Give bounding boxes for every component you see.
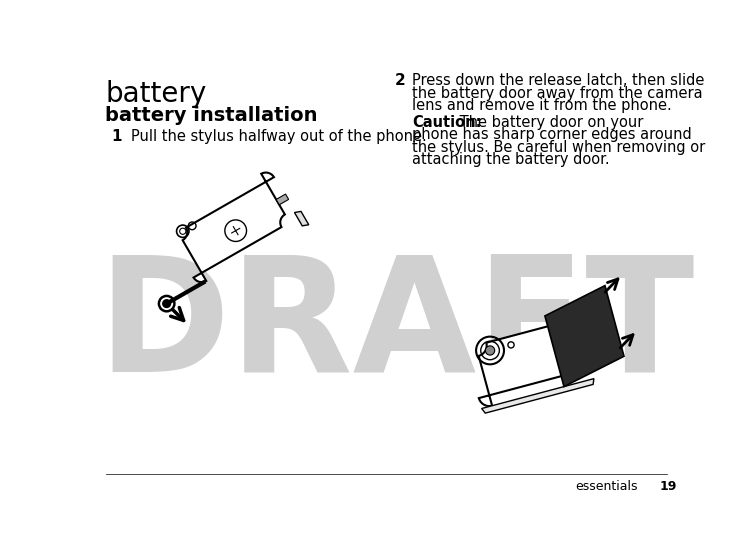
Text: Pull the stylus halfway out of the phone.: Pull the stylus halfway out of the phone… (131, 129, 428, 144)
Text: The battery door on your: The battery door on your (455, 115, 644, 130)
Text: battery: battery (105, 79, 207, 108)
Polygon shape (182, 172, 285, 282)
Text: essentials: essentials (575, 480, 637, 493)
Polygon shape (479, 310, 578, 406)
Text: Press down the release latch, then slide: Press down the release latch, then slide (412, 73, 704, 88)
Text: 19: 19 (660, 480, 677, 493)
Polygon shape (545, 286, 624, 387)
Text: phone has sharp corner edges around: phone has sharp corner edges around (412, 127, 691, 142)
Text: attaching the battery door.: attaching the battery door. (412, 152, 610, 167)
Polygon shape (276, 194, 289, 205)
Text: Caution:: Caution: (412, 115, 482, 130)
Text: 2: 2 (395, 73, 406, 88)
Polygon shape (482, 379, 594, 413)
Text: DRAFT: DRAFT (98, 250, 695, 405)
Text: battery installation: battery installation (105, 106, 317, 125)
Text: lens and remove it from the phone.: lens and remove it from the phone. (412, 98, 672, 113)
Circle shape (486, 346, 495, 355)
Text: the stylus. Be careful when removing or: the stylus. Be careful when removing or (412, 139, 705, 155)
Polygon shape (295, 212, 309, 226)
Circle shape (163, 300, 170, 307)
Text: 1: 1 (112, 129, 122, 144)
Text: the battery door away from the camera: the battery door away from the camera (412, 86, 703, 101)
